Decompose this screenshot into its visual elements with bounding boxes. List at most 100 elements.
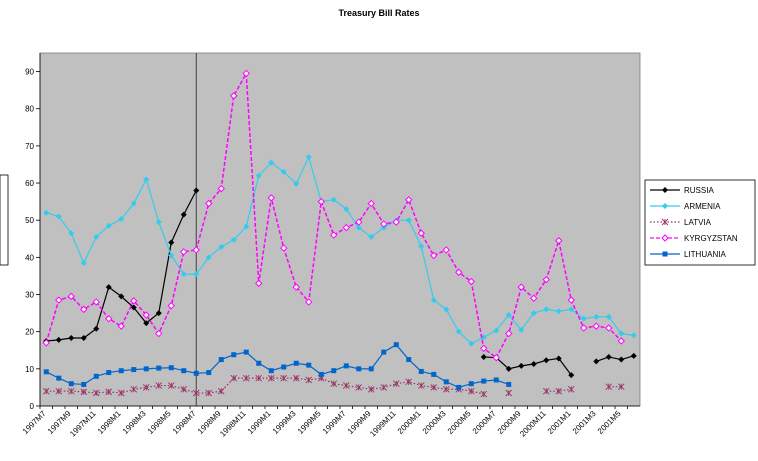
data-point xyxy=(80,259,87,266)
clipped-box xyxy=(0,174,9,266)
data-point xyxy=(393,342,399,348)
data-point xyxy=(555,308,562,315)
data-point xyxy=(618,330,625,337)
data-point xyxy=(155,310,162,317)
data-point xyxy=(42,339,50,347)
data-point xyxy=(506,381,512,387)
data-point xyxy=(593,358,600,365)
x-tick-label: 1998M11 xyxy=(218,409,248,439)
data-point xyxy=(255,172,262,179)
data-point xyxy=(442,385,450,393)
data-point xyxy=(305,376,313,384)
data-point xyxy=(455,328,462,335)
data-point xyxy=(192,389,200,397)
data-point xyxy=(292,283,300,291)
data-point xyxy=(143,366,149,372)
data-point xyxy=(505,311,512,318)
data-point xyxy=(131,367,137,373)
data-point xyxy=(368,233,375,240)
data-point xyxy=(455,268,463,276)
x-tick-label: 1999M11 xyxy=(368,409,398,439)
legend-marker xyxy=(661,218,669,226)
data-point xyxy=(43,209,50,216)
data-point xyxy=(180,248,188,256)
data-point xyxy=(605,383,613,390)
data-point xyxy=(230,374,238,382)
data-point xyxy=(480,344,488,353)
data-point xyxy=(543,306,550,313)
data-point xyxy=(143,176,150,183)
data-point xyxy=(368,366,374,372)
data-point xyxy=(605,313,612,320)
data-point xyxy=(130,304,137,311)
x-tick-label: 2000M7 xyxy=(471,409,498,436)
data-point xyxy=(318,371,324,377)
data-point xyxy=(180,271,187,278)
x-tick-label: 1999M5 xyxy=(296,409,323,436)
data-point xyxy=(193,187,200,194)
data-point xyxy=(105,284,112,291)
series-line xyxy=(45,70,622,359)
data-point xyxy=(380,224,387,231)
data-point xyxy=(118,216,125,223)
data-point xyxy=(355,384,363,391)
data-point xyxy=(81,381,87,387)
data-point xyxy=(255,374,263,382)
y-tick-label: 80 xyxy=(25,105,34,114)
y-tick-label: 70 xyxy=(25,142,34,151)
data-point xyxy=(80,335,87,342)
data-point xyxy=(543,357,550,364)
data-point xyxy=(105,222,112,229)
data-point xyxy=(92,389,100,397)
data-point xyxy=(480,390,488,398)
data-point xyxy=(330,196,337,203)
data-point xyxy=(580,324,588,332)
data-point xyxy=(267,374,275,382)
data-point xyxy=(281,364,287,370)
data-point xyxy=(555,236,563,245)
data-point xyxy=(392,380,400,388)
data-point xyxy=(168,252,175,259)
data-point xyxy=(55,336,62,343)
data-point xyxy=(217,387,225,395)
data-point xyxy=(406,357,412,363)
series-line xyxy=(46,377,484,395)
data-point xyxy=(205,199,213,208)
data-point xyxy=(367,385,375,393)
data-point xyxy=(555,355,562,362)
data-point xyxy=(505,329,513,338)
data-point xyxy=(367,199,375,208)
data-point xyxy=(130,297,138,305)
data-point xyxy=(530,310,537,317)
data-point xyxy=(381,349,387,355)
data-point xyxy=(317,197,325,206)
data-point xyxy=(205,389,213,397)
data-point xyxy=(442,246,450,254)
data-point xyxy=(168,365,174,371)
data-point xyxy=(55,387,63,395)
data-point xyxy=(68,381,74,387)
data-point xyxy=(205,254,212,261)
data-point xyxy=(230,236,237,243)
data-point xyxy=(80,388,88,396)
data-point xyxy=(430,384,438,391)
data-point xyxy=(405,196,413,204)
x-tick-label: 1999M1 xyxy=(246,409,273,436)
data-point xyxy=(167,301,175,310)
data-point xyxy=(155,219,162,226)
data-point xyxy=(155,329,163,338)
x-tick-label: 1998M7 xyxy=(171,409,198,436)
y-tick-label: 90 xyxy=(25,68,34,77)
data-point xyxy=(431,371,437,377)
data-point xyxy=(417,382,425,389)
legend-label: LITHUANIA xyxy=(684,250,726,259)
data-point xyxy=(306,362,312,368)
data-point xyxy=(380,220,388,228)
legend xyxy=(644,179,756,266)
data-point xyxy=(580,315,587,322)
x-tick-label: 1998M1 xyxy=(96,409,123,436)
data-point xyxy=(143,320,150,327)
x-tick-label: 1999M7 xyxy=(321,409,348,436)
data-point xyxy=(493,327,500,334)
data-point xyxy=(55,296,63,304)
